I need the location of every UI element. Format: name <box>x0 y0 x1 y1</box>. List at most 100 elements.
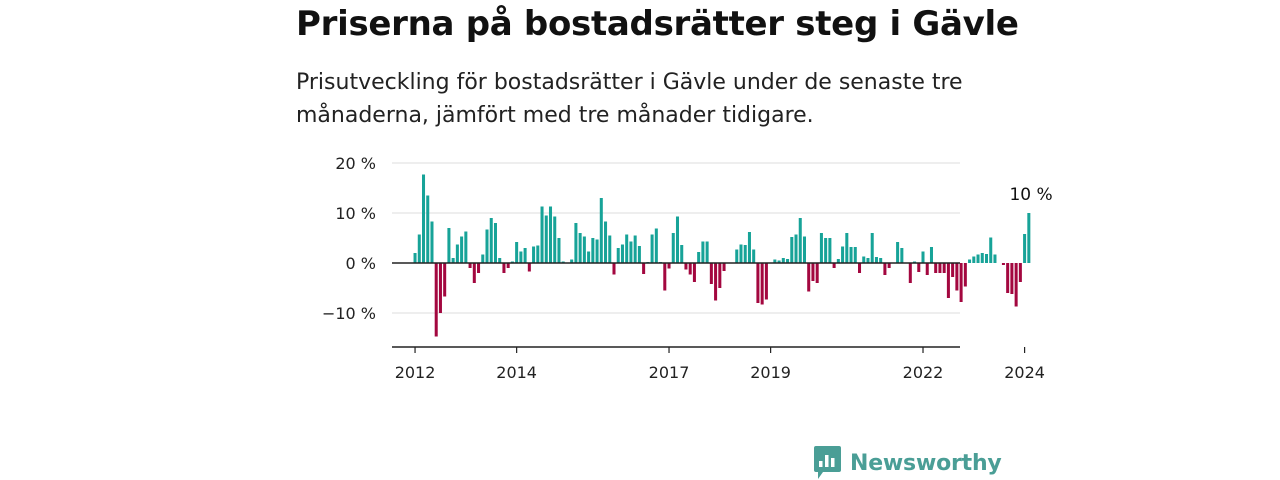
x-tick-label: 2019 <box>750 363 791 382</box>
bar <box>451 258 455 263</box>
bar <box>570 259 574 263</box>
bar <box>477 263 481 273</box>
bar <box>798 218 802 263</box>
bar <box>870 233 874 263</box>
bar <box>1006 263 1010 293</box>
bar <box>887 263 891 268</box>
bar <box>756 263 760 303</box>
bar <box>743 245 747 263</box>
bar <box>536 245 540 263</box>
bar <box>464 231 468 263</box>
x-tick-label: 2017 <box>649 363 690 382</box>
gridlines <box>392 162 960 314</box>
bar <box>523 248 527 263</box>
x-tick-label: 2014 <box>496 363 537 382</box>
bar <box>921 251 925 263</box>
last-value-annotation: 10 % <box>1009 185 1052 205</box>
x-tick-label: 2024 <box>1004 363 1045 382</box>
bar <box>862 256 866 263</box>
bar <box>896 242 900 263</box>
bar <box>836 259 840 263</box>
bar <box>777 260 781 263</box>
bar <box>963 263 967 287</box>
bar <box>697 252 701 263</box>
bar <box>883 263 887 275</box>
bar <box>938 263 942 273</box>
bar <box>540 206 544 263</box>
bar <box>557 238 561 263</box>
bar <box>879 258 883 263</box>
bar <box>434 263 438 337</box>
bar <box>790 237 794 263</box>
bar <box>544 215 548 263</box>
bar <box>951 263 955 277</box>
bar <box>519 251 523 263</box>
bar <box>722 263 726 271</box>
bar <box>582 236 586 263</box>
bar <box>489 218 493 263</box>
bar <box>578 233 582 263</box>
bar <box>460 236 464 263</box>
bar <box>739 244 743 263</box>
bar <box>663 263 667 291</box>
bar <box>688 263 692 275</box>
chart-title: Priserna på bostadsrätter steg i Gävle <box>296 4 1019 44</box>
bar <box>946 263 950 298</box>
bar <box>1010 263 1014 294</box>
bar <box>802 236 806 263</box>
bar <box>642 263 646 274</box>
bar <box>438 263 442 313</box>
x-tick-label: 2012 <box>395 363 436 382</box>
bar <box>786 259 790 263</box>
bar <box>853 247 857 263</box>
y-tick-label: 20 % <box>335 154 376 173</box>
bar <box>667 263 671 269</box>
bar <box>929 247 933 263</box>
bar <box>633 235 637 263</box>
bar <box>714 263 718 301</box>
bar <box>637 246 641 263</box>
bar <box>874 257 878 263</box>
bar <box>413 253 417 263</box>
newsworthy-logo: Newsworthy <box>814 446 1002 480</box>
bar <box>968 259 972 263</box>
bar <box>612 263 616 275</box>
bar <box>705 241 709 263</box>
bar <box>527 263 531 272</box>
bar <box>671 233 675 263</box>
bar <box>773 259 777 263</box>
bar <box>629 241 633 263</box>
y-tick-label: 10 % <box>335 204 376 223</box>
bar <box>417 234 421 263</box>
bar <box>866 258 870 263</box>
bar <box>764 263 768 300</box>
bar <box>811 263 815 281</box>
axes: 20 % 10 % 0 % −10 % 2012 2014 2017 2019 2022 2024… <box>322 154 1053 382</box>
bar <box>684 263 688 270</box>
bar <box>819 233 823 263</box>
bar <box>493 223 497 263</box>
bar <box>942 263 946 273</box>
bar <box>832 263 836 268</box>
bar <box>574 223 578 263</box>
bar <box>625 234 629 263</box>
bar <box>1001 263 1005 265</box>
bar <box>515 242 519 263</box>
bar <box>498 258 502 263</box>
newsworthy-logo-icon <box>814 446 841 479</box>
bar <box>781 258 785 263</box>
bar <box>604 221 608 263</box>
bar <box>654 228 658 263</box>
bar <box>735 249 739 263</box>
bar <box>984 254 989 263</box>
bar <box>548 206 553 263</box>
y-tick-label: −10 % <box>322 304 376 323</box>
bar <box>1018 263 1022 282</box>
y-tick-label: 0 % <box>346 254 376 273</box>
bar <box>430 221 434 263</box>
bar <box>925 263 929 275</box>
bar <box>443 263 447 297</box>
bar <box>752 249 756 263</box>
bars <box>413 174 1031 337</box>
